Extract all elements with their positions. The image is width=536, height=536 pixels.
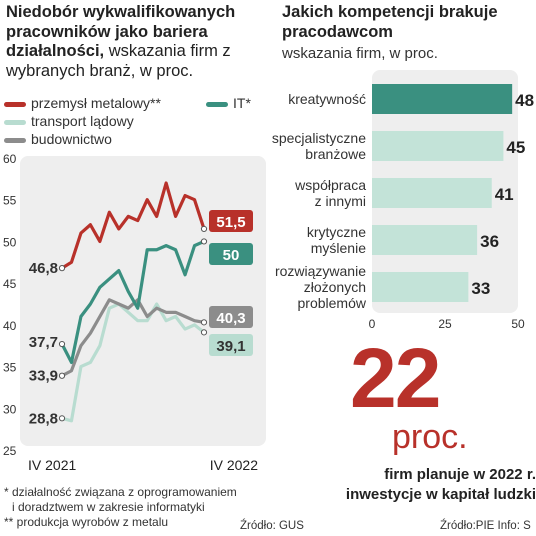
end-point-it bbox=[200, 238, 208, 245]
footnote-it-cont: i doradztwem w zakresie informatyki bbox=[12, 500, 205, 514]
end-label-przemysl: 51,5 bbox=[216, 214, 245, 231]
legend-item-transport: transport lądowy bbox=[4, 113, 134, 129]
end-label-budownictwo: 40,3 bbox=[216, 310, 245, 327]
start-point-budownictwo bbox=[58, 372, 66, 379]
bar-category-2-1: z innymi bbox=[315, 193, 366, 209]
end-point-budownictwo bbox=[200, 319, 208, 326]
end-label-box-budownictwo bbox=[209, 306, 253, 328]
legend-item-it: IT* bbox=[206, 95, 251, 111]
x-tick-label-1: 25 bbox=[438, 317, 452, 331]
y-tick-label-6: 55 bbox=[3, 194, 17, 208]
big-caption-line-2: inwestycje w kapitał ludzki bbox=[345, 486, 536, 503]
end-point-transport bbox=[200, 329, 208, 336]
footnote-metal: ** produkcja wyrobów z metalu bbox=[4, 515, 169, 529]
footnote-it: * działalność związana z oprogramowaniem bbox=[4, 485, 237, 499]
y-tick-label-2: 35 bbox=[3, 361, 17, 375]
legend-swatch-it bbox=[206, 101, 228, 107]
bar-category-4-1: złożonych bbox=[304, 279, 366, 295]
legend-item-przemysl: przemysł metalowy** bbox=[4, 95, 161, 111]
big-number-caption: firm planuje w 2022 r. inwestycje w kapi… bbox=[300, 465, 536, 505]
y-tick-label-4: 45 bbox=[3, 277, 17, 291]
left-chart-title: Niedobór wykwalifikowanych pracowników j… bbox=[6, 3, 268, 81]
big-number-unit: proc. bbox=[392, 418, 468, 456]
bar-value-4: 33 bbox=[471, 279, 490, 298]
bar-value-2: 41 bbox=[495, 185, 514, 204]
bar-1 bbox=[372, 131, 504, 161]
big-caption-line-1: firm planuje w 2022 r. bbox=[384, 466, 536, 483]
series-line-budownictwo bbox=[60, 298, 206, 378]
bar-category-4-2: problemów bbox=[298, 295, 367, 311]
end-point-przemysl bbox=[200, 225, 208, 233]
legend-label-przemysl: przemysł metalowy** bbox=[31, 95, 161, 111]
bar-category-0-0: kreatywność bbox=[288, 91, 366, 107]
source-right: Źródło:PIE Info: S bbox=[440, 520, 531, 532]
bar-value-0: 48 bbox=[515, 91, 534, 110]
legend-label-transport: transport lądowy bbox=[31, 113, 134, 129]
series-line-it bbox=[60, 239, 206, 364]
legend-swatch-transport bbox=[4, 119, 26, 125]
series-line-przemysl bbox=[60, 181, 206, 270]
x-label-start: IV 2021 bbox=[28, 457, 76, 473]
start-label-budownictwo: 33,9 bbox=[29, 368, 58, 385]
bar-0 bbox=[372, 84, 513, 114]
start-point-it bbox=[58, 340, 66, 348]
bar-category-1-0: specjalistyczne bbox=[272, 130, 366, 146]
legend-label-it: IT* bbox=[233, 95, 251, 111]
legend-label-budownictwo: budownictwo bbox=[31, 131, 112, 147]
bar-category-1-1: branżowe bbox=[305, 146, 366, 162]
legend-swatch-przemysl bbox=[4, 101, 26, 107]
end-label-it: 50 bbox=[223, 247, 240, 264]
series-line-transport bbox=[60, 302, 206, 423]
bar-category-4-0: rozwiązywanie bbox=[275, 263, 366, 279]
big-number: 22 bbox=[350, 331, 441, 425]
end-label-box-transport bbox=[209, 334, 253, 356]
bar-category-3-0: krytyczne bbox=[307, 224, 366, 240]
end-label-transport: 39,1 bbox=[216, 338, 245, 355]
left-title-subtitle: wskazania firm z wybranych branż, w proc… bbox=[6, 42, 231, 80]
bar-2 bbox=[372, 178, 492, 208]
bar-4 bbox=[372, 272, 469, 302]
y-tick-label-3: 40 bbox=[3, 319, 17, 333]
right-chart-title: Jakich kompetencji brakuje pracodawcom bbox=[282, 3, 498, 41]
end-label-box-przemysl bbox=[209, 210, 253, 232]
start-label-przemysl: 46,8 bbox=[29, 260, 58, 277]
x-tick-label-0: 0 bbox=[369, 317, 376, 331]
start-label-transport: 28,8 bbox=[29, 410, 58, 427]
x-label-end: IV 2022 bbox=[210, 457, 258, 473]
start-label-it: 37,7 bbox=[29, 334, 58, 351]
bar-category-3-1: myślenie bbox=[311, 240, 366, 256]
y-tick-label-1: 30 bbox=[3, 402, 17, 416]
end-label-box-it bbox=[209, 243, 253, 265]
y-tick-label-0: 25 bbox=[3, 444, 17, 458]
start-point-transport bbox=[58, 415, 66, 422]
source-left: Źródło: GUS bbox=[240, 520, 304, 532]
bar-category-2-0: współpraca bbox=[294, 177, 366, 193]
bar-value-3: 36 bbox=[480, 232, 499, 251]
y-tick-label-7: 60 bbox=[3, 152, 17, 166]
bar-value-1: 45 bbox=[506, 138, 525, 157]
x-tick-label-2: 50 bbox=[511, 317, 525, 331]
bar-3 bbox=[372, 225, 478, 255]
start-point-przemysl bbox=[58, 265, 66, 272]
footnotes: * działalność związana z oprogramowaniem… bbox=[4, 485, 237, 530]
left-title-bold: Niedobór wykwalifikowanych pracowników j… bbox=[6, 3, 236, 60]
y-tick-label-5: 50 bbox=[3, 235, 17, 249]
right-chart-subtitle: wskazania firm, w proc. bbox=[282, 45, 438, 62]
legend-swatch-budownictwo bbox=[4, 137, 26, 143]
legend-item-budownictwo: budownictwo bbox=[4, 131, 112, 147]
